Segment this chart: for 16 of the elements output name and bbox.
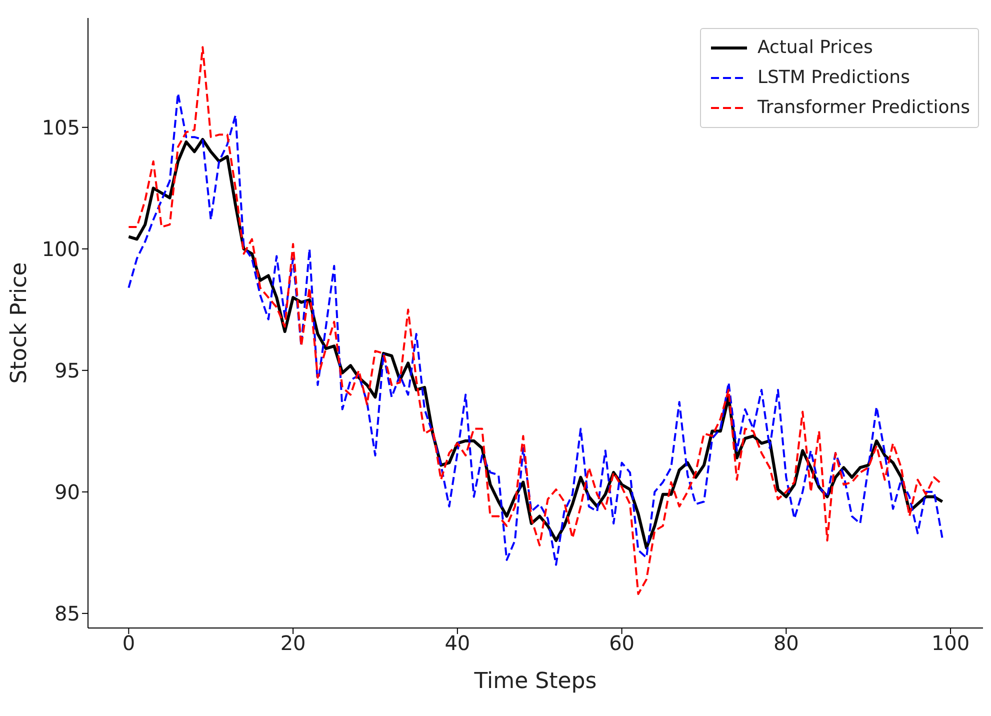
- x-tick-label: 100: [931, 631, 970, 656]
- y-axis-title: Stock Price: [6, 262, 32, 384]
- x-axis-title: Time Steps: [473, 669, 597, 694]
- y-tick-label: 90: [54, 480, 80, 504]
- x-tick-label: 60: [609, 631, 635, 656]
- legend-label: Actual Prices: [757, 36, 873, 60]
- y-tick-label: 85: [54, 602, 80, 626]
- x-tick-label: 0: [122, 631, 136, 656]
- y-tick-label: 95: [54, 358, 80, 382]
- y-tick-label: 105: [42, 115, 80, 140]
- x-tick-label: 20: [280, 631, 306, 656]
- legend-label: LSTM Predictions: [757, 66, 910, 90]
- y-tick-label: 100: [42, 236, 80, 261]
- x-tick-label: 40: [444, 631, 470, 656]
- legend-label: Transformer Predictions: [757, 96, 970, 120]
- x-tick-label: 80: [773, 631, 799, 656]
